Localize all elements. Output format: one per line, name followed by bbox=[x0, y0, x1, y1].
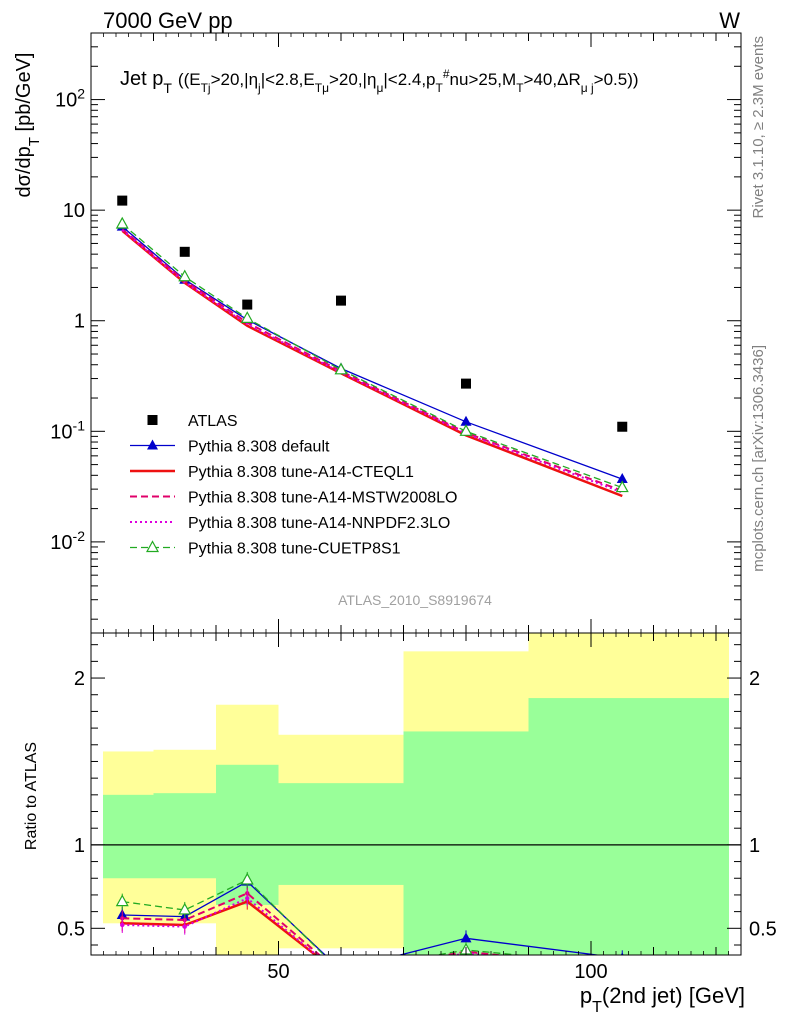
data-point-default bbox=[616, 473, 628, 484]
ratio-point-nnpdf bbox=[620, 968, 624, 972]
x-axis-label: pT(2nd jet) [GeV] bbox=[580, 983, 745, 1016]
analysis-watermark: ATLAS_2010_S8919674 bbox=[338, 592, 492, 608]
data-point-cuetp8s1 bbox=[459, 424, 473, 436]
ratio-point-cuetp8s1 bbox=[336, 966, 347, 976]
ratio-y-tick-label: 0.5 bbox=[57, 918, 85, 940]
chart-title: Jet pT ((ETj>20,|ηj|<2.8,ETμ>20,|ημ|<2.4,… bbox=[120, 67, 639, 96]
ratio-point-mstw bbox=[620, 966, 624, 970]
main-y-axis-label: dσ/dpT [pb/GeV] bbox=[13, 53, 43, 198]
ratio-y-axis-label: Ratio to ATLAS bbox=[23, 742, 40, 850]
ratio-band-inner bbox=[403, 731, 529, 955]
ratio-y-tick-label: 2 bbox=[74, 668, 85, 690]
data-point-cuetp8s1 bbox=[115, 216, 129, 229]
y-tick-label: 10-1 bbox=[50, 417, 85, 443]
legend-label-cuetp8s1: Pythia 8.308 tune-CUETP8S1 bbox=[188, 541, 401, 558]
y-tick-label: 102 bbox=[55, 86, 85, 112]
ratio-point-cuetp8s1 bbox=[178, 902, 192, 915]
data-point-atlas bbox=[179, 246, 190, 257]
ratio-point-nnpdf bbox=[182, 924, 187, 929]
legend-marker-default bbox=[147, 439, 158, 450]
mcplots-source-label: mcplots.cern.ch [arXiv:1306.3436] bbox=[750, 345, 767, 572]
data-point-cuetp8s1 bbox=[240, 311, 254, 323]
data-point-atlas bbox=[242, 299, 253, 310]
x-tick-label: 100 bbox=[574, 961, 607, 983]
legend-label-nnpdf: Pythia 8.308 tune-A14-NNPDF2.3LO bbox=[188, 515, 450, 532]
ratio-point-nnpdf bbox=[120, 922, 125, 928]
y-tick-label: 1 bbox=[74, 311, 85, 333]
data-point-cuetp8s1 bbox=[178, 269, 192, 282]
y-tick-label: 10-2 bbox=[50, 528, 85, 554]
ratio-line-cuetp8s1 bbox=[122, 879, 525, 955]
ratio-point-mstw bbox=[339, 971, 343, 975]
ratio-point-default bbox=[336, 964, 347, 974]
data-point-atlas bbox=[336, 295, 346, 306]
data-point-atlas bbox=[617, 421, 628, 432]
ratio-point-nnpdf bbox=[245, 896, 250, 901]
legend-label-atlas: ATLAS bbox=[188, 413, 238, 430]
series-line-mstw bbox=[121, 228, 623, 492]
ratio-line-mstw bbox=[122, 892, 507, 955]
ratio-point-default bbox=[620, 952, 624, 955]
ratio-band-inner bbox=[278, 783, 404, 885]
ratio-line-nnpdf bbox=[122, 897, 492, 955]
ratio-point-cteql1 bbox=[339, 973, 343, 977]
y-tick-label: 10 bbox=[63, 200, 85, 222]
data-point-default bbox=[460, 415, 472, 426]
ratio-y-tick-label-right: 1 bbox=[749, 835, 760, 857]
ratio-panel: 0.5 0.5 1 1 2 2 50 100 Ratio to ATLAS pT(2nd je… bbox=[23, 632, 777, 1016]
x-tick-label: 50 bbox=[267, 961, 289, 983]
ratio-y-tick-label: 1 bbox=[74, 835, 85, 857]
rivet-version-label: Rivet 3.1.10, ≥ 2.3M events bbox=[750, 36, 767, 219]
legend-marker-cuetp8s1 bbox=[145, 540, 160, 553]
data-point-atlas bbox=[461, 378, 471, 389]
process-label: W bbox=[719, 8, 740, 33]
ratio-point-cuetp8s1 bbox=[240, 872, 254, 885]
ratio-band-inner bbox=[103, 794, 154, 879]
legend-label-mstw: Pythia 8.308 tune-A14-MSTW2008LO bbox=[188, 490, 457, 507]
ratio-band-inner bbox=[528, 698, 729, 955]
series-line-cuetp8s1 bbox=[121, 223, 623, 489]
ratio-point-default bbox=[460, 932, 472, 943]
series-line-cteql1 bbox=[121, 229, 623, 498]
data-point-atlas bbox=[117, 195, 128, 206]
energy-label: 7000 GeV pp bbox=[103, 8, 233, 33]
ratio-y-tick-label-right: 0.5 bbox=[749, 918, 777, 940]
ratio-point-cuetp8s1 bbox=[115, 894, 129, 907]
legend-label-default: Pythia 8.308 default bbox=[188, 439, 330, 456]
ratio-y-tick-label-right: 2 bbox=[749, 668, 760, 690]
main-panel: dσ/dpT [pb/GeV] Jet pT ((ETj>20,|ηj|<2.8,… bbox=[13, 32, 742, 634]
legend-marker-atlas bbox=[147, 415, 158, 425]
ratio-line-cteql1 bbox=[122, 900, 477, 955]
data-point-cuetp8s1 bbox=[615, 480, 629, 493]
legend-label-cteql1: Pythia 8.308 tune-A14-CTEQL1 bbox=[188, 464, 414, 481]
ratio-point-nnpdf bbox=[339, 973, 343, 977]
ratio-band-inner bbox=[153, 793, 216, 879]
ratio-point-cteql1 bbox=[620, 971, 624, 975]
ratio-point-cuetp8s1 bbox=[617, 959, 628, 969]
legend: ATLAS Pythia 8.308 default Pythia 8.308 tu… bbox=[130, 413, 457, 558]
data-point-cuetp8s1 bbox=[334, 362, 348, 375]
